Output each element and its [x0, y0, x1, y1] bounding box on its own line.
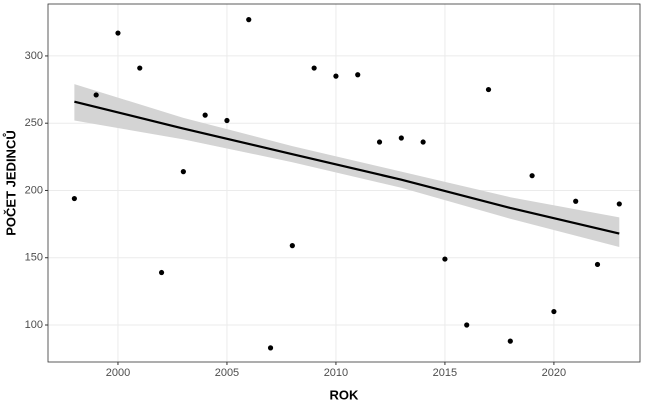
x-axis-title: ROK [330, 387, 360, 402]
point [442, 256, 448, 262]
x-tick-label: 2020 [542, 367, 566, 379]
point [551, 308, 557, 315]
x-tick-label: 2005 [215, 367, 239, 379]
point [529, 173, 535, 179]
x-tick-label: 2000 [106, 367, 130, 379]
y-tick-label: 100 [25, 319, 43, 331]
point [93, 92, 99, 98]
point [158, 269, 165, 276]
point [464, 322, 470, 328]
point [137, 65, 143, 71]
point [573, 198, 579, 204]
y-tick-label: 250 [25, 117, 43, 129]
point [267, 345, 274, 351]
point [246, 17, 252, 23]
point [420, 139, 426, 145]
y-tick-label: 300 [25, 50, 43, 62]
x-tick-label: 2015 [433, 367, 457, 379]
point [616, 201, 622, 207]
trend-line [74, 100, 620, 235]
point [398, 135, 404, 141]
point [355, 72, 361, 78]
point [507, 338, 513, 344]
point [594, 261, 601, 268]
point [115, 30, 121, 36]
point [485, 86, 492, 93]
point [289, 243, 295, 249]
point [224, 117, 230, 124]
y-tick-label: 150 [25, 252, 43, 264]
y-tick-label: 200 [25, 184, 43, 196]
point [71, 195, 77, 202]
confidence-band [74, 84, 620, 247]
x-tick-label: 2010 [324, 367, 348, 379]
point [333, 73, 339, 79]
point [202, 112, 208, 118]
point [376, 139, 383, 145]
plot-background [48, 4, 640, 362]
point [311, 65, 317, 71]
point [180, 169, 186, 175]
plot-border [47, 3, 641, 363]
y-axis-title: POČET JEDINCŮ [2, 130, 18, 235]
